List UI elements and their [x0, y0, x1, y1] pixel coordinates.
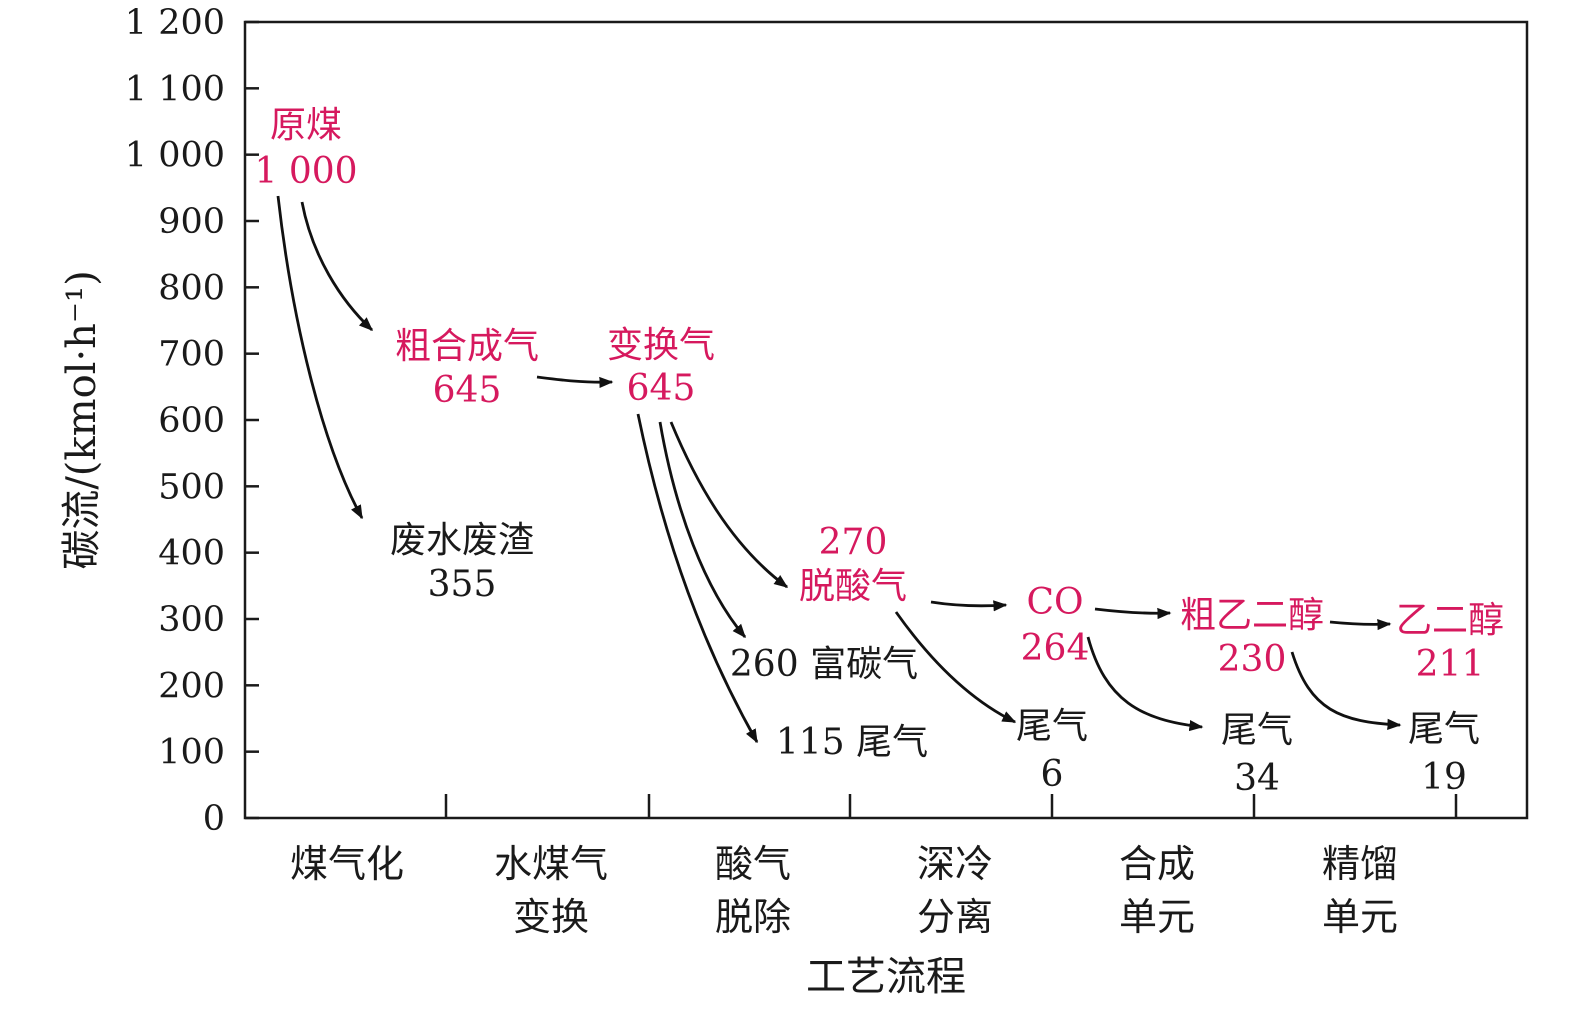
flow-arrow-coal-to-syngas — [300, 201, 374, 332]
y-tick-label: 1 100 — [125, 69, 225, 109]
flow-node-crude: 粗乙二醇 230 — [1180, 595, 1324, 680]
x-category-line: 精馏 — [1322, 842, 1398, 886]
x-category-line: 变换 — [513, 895, 589, 939]
flow-node-line: 260 富碳气 — [730, 644, 918, 685]
y-tick-label: 300 — [158, 600, 225, 640]
x-category-line: 水煤气 — [494, 842, 608, 886]
x-category-label: 合成单元 — [1119, 842, 1195, 939]
flow-arrow-co-to-tail3 — [1086, 636, 1204, 732]
flow-node-co: CO 264 — [1021, 582, 1090, 669]
flow-arrow-co-to-crude — [1094, 607, 1172, 620]
y-axis: 0 100 200 300 400 500 600 700 800 900 1 000 1 100 1 … — [125, 3, 259, 839]
y-tick-label: 400 — [158, 534, 225, 574]
flow-arrow-crude-to-meg — [1329, 618, 1392, 631]
flow-node-coal: 原煤 1 000 — [254, 105, 357, 192]
flow-node-tail4: 尾气 19 — [1408, 709, 1480, 798]
y-tick-label: 900 — [158, 202, 225, 242]
y-tick-label: 200 — [158, 666, 225, 706]
flow-node-line: 230 — [1218, 639, 1287, 680]
flow-node-rich: 260 富碳气 — [730, 644, 918, 685]
flow-node-tail3: 尾气 34 — [1221, 710, 1293, 799]
x-category-label: 深冷分离 — [917, 842, 993, 939]
flow-node-line: 1 000 — [254, 151, 357, 192]
flow-node-line: 粗合成气 — [395, 326, 539, 367]
y-tick-label: 1 000 — [125, 136, 225, 176]
flow-node-acid: 270 脱酸气 — [799, 522, 907, 607]
y-tick-label: 1 200 — [125, 3, 225, 43]
flow-node-meg: 乙二醇 211 — [1396, 600, 1504, 685]
y-tick-label: 800 — [158, 268, 225, 308]
flow-node-line: 6 — [1041, 754, 1064, 795]
y-axis-title: 碳流/(kmol·h⁻¹) — [59, 270, 105, 569]
x-category-line: 脱除 — [715, 895, 791, 939]
flow-node-waste: 废水废渣 355 — [390, 520, 534, 605]
flow-node-line: 原煤 — [270, 105, 342, 146]
flow-node-line: 粗乙二醇 — [1180, 595, 1324, 636]
x-axis-title: 工艺流程 — [806, 954, 966, 1000]
x-category-line: 分离 — [917, 895, 993, 939]
flow-node-tail2: 尾气 6 — [1016, 706, 1088, 795]
flow-node-line: 115 尾气 — [776, 722, 928, 763]
flow-arrow-crude-to-tail4 — [1290, 651, 1402, 730]
flow-arrow-shift-to-tail1 — [636, 413, 759, 744]
y-tick-label: 0 — [203, 799, 225, 839]
x-category-label: 精馏单元 — [1322, 842, 1398, 939]
flow-arrow-coal-to-waste — [276, 195, 364, 520]
x-category-label: 煤气化 — [290, 842, 404, 886]
flow-node-line: 废水废渣 — [390, 520, 534, 561]
flow-arrow-syngas-to-shift — [536, 375, 614, 389]
flow-arrow-acid-to-co — [930, 600, 1008, 612]
flow-node-line: 645 — [627, 368, 696, 409]
flow-node-line: 270 — [819, 522, 888, 563]
flow-node-tail1: 115 尾气 — [776, 722, 928, 763]
x-category-line: 单元 — [1119, 895, 1195, 939]
flow-node-syngas: 粗合成气 645 — [395, 326, 539, 411]
flow-node-line: 34 — [1234, 758, 1280, 799]
y-tick-label: 100 — [158, 733, 225, 773]
x-category-label: 酸气脱除 — [715, 842, 791, 939]
x-category-line: 合成 — [1119, 842, 1195, 886]
flow-node-line: 乙二醇 — [1396, 600, 1504, 641]
y-tick-label: 600 — [158, 401, 225, 441]
flow-node-line: 264 — [1021, 628, 1090, 669]
flow-node-line: 尾气 — [1016, 706, 1088, 747]
flow-node-line: 尾气 — [1221, 710, 1293, 751]
y-tick-label: 700 — [158, 335, 225, 375]
flow-node-line: CO — [1026, 582, 1083, 623]
flow-node-line: 变换气 — [607, 325, 715, 366]
plot-frame — [243, 20, 1529, 820]
flow-node-line: 211 — [1416, 644, 1485, 685]
flow-node-line: 尾气 — [1408, 709, 1480, 750]
x-category-label: 水煤气变换 — [494, 842, 608, 939]
x-category-line: 煤气化 — [290, 842, 404, 886]
y-tick-label: 500 — [158, 467, 225, 507]
flow-arrow-shift-to-acid — [669, 421, 789, 589]
flow-node-line: 脱酸气 — [799, 566, 907, 607]
flow-node-shift: 变换气 645 — [607, 325, 715, 409]
x-category-line: 深冷 — [917, 842, 993, 886]
flow-arrow-acid-to-tail2 — [894, 611, 1017, 724]
flow-links — [276, 195, 1402, 744]
flow-arrow-shift-to-rich — [658, 421, 747, 639]
x-category-line: 单元 — [1322, 895, 1398, 939]
flow-node-line: 355 — [428, 564, 497, 605]
x-category-line: 酸气 — [715, 842, 791, 886]
flow-node-line: 645 — [433, 370, 502, 411]
flow-node-line: 19 — [1421, 757, 1467, 798]
